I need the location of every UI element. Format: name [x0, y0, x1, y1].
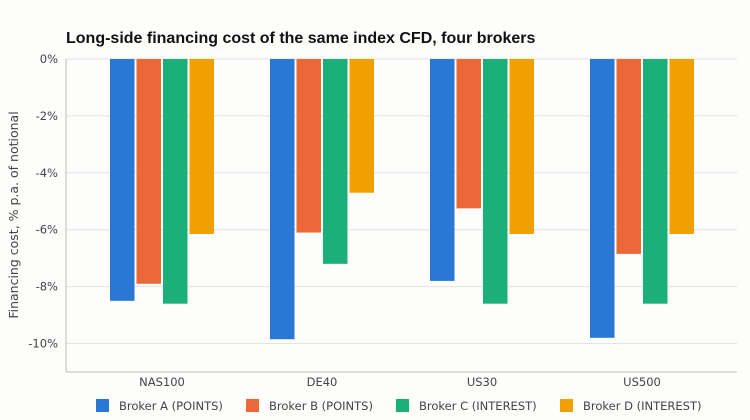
x-tick-label: NAS100	[139, 375, 185, 389]
y-tick-label: -10%	[28, 337, 58, 351]
bar	[483, 59, 508, 304]
bar	[270, 59, 295, 340]
legend-swatch	[96, 399, 109, 412]
chart-title: Long-side financing cost of the same ind…	[66, 30, 535, 47]
bar	[430, 59, 455, 281]
bar	[163, 59, 188, 304]
bar	[189, 59, 214, 234]
axes	[65, 59, 737, 373]
bar	[323, 59, 348, 264]
bar	[136, 59, 161, 284]
legend-item: Broker D (INTEREST)	[560, 399, 701, 413]
y-tick-label: -8%	[36, 280, 58, 294]
bar	[110, 59, 135, 301]
legend-label: Broker A (POINTS)	[119, 399, 223, 413]
y-tick-label: -2%	[36, 109, 58, 123]
bar	[669, 59, 694, 234]
legend-label: Broker D (INTEREST)	[583, 399, 701, 413]
legend-item: Broker A (POINTS)	[96, 399, 223, 413]
bar	[509, 59, 534, 234]
x-tick-label: US500	[623, 375, 661, 389]
legend-label: Broker B (POINTS)	[269, 399, 373, 413]
bar	[296, 59, 321, 233]
bars	[110, 59, 694, 340]
legend-swatch	[396, 399, 409, 412]
y-tick-label: -4%	[36, 166, 58, 180]
x-tick-label: DE40	[307, 375, 338, 389]
bar	[643, 59, 668, 304]
bar	[616, 59, 641, 254]
tick-labels: 0% -2% -4% -6% -8% -10% NAS100 DE40 US30 US500	[28, 52, 661, 389]
legend: Broker A (POINTS) Broker B (POINTS) Broker…	[96, 399, 701, 413]
y-tick-label: 0%	[40, 52, 58, 66]
bar	[590, 59, 615, 338]
legend-item: Broker C (INTEREST)	[396, 399, 537, 413]
y-axis-label: Financing cost, % p.a. of notional	[6, 111, 21, 318]
x-tick-label: US30	[467, 375, 497, 389]
legend-swatch	[560, 399, 573, 412]
bar	[349, 59, 374, 193]
y-tick-label: -6%	[36, 223, 58, 237]
legend-swatch	[246, 399, 259, 412]
legend-item: Broker B (POINTS)	[246, 399, 373, 413]
legend-label: Broker C (INTEREST)	[419, 399, 537, 413]
bar	[456, 59, 481, 209]
